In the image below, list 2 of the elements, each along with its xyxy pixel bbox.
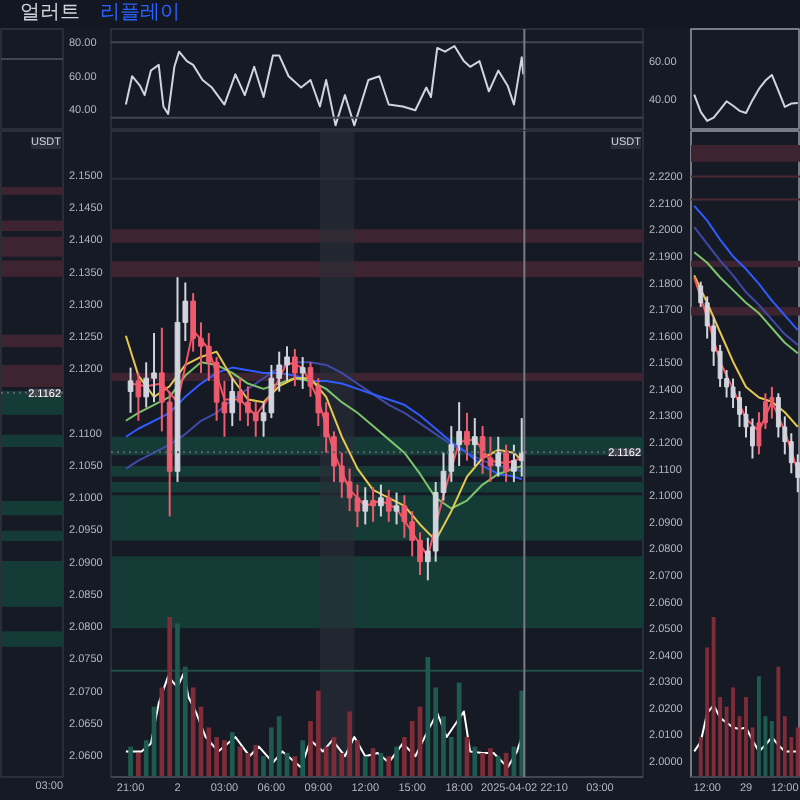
text: 리플레이 bbox=[100, 2, 180, 24]
text: 얼러트 bbox=[20, 2, 80, 24]
